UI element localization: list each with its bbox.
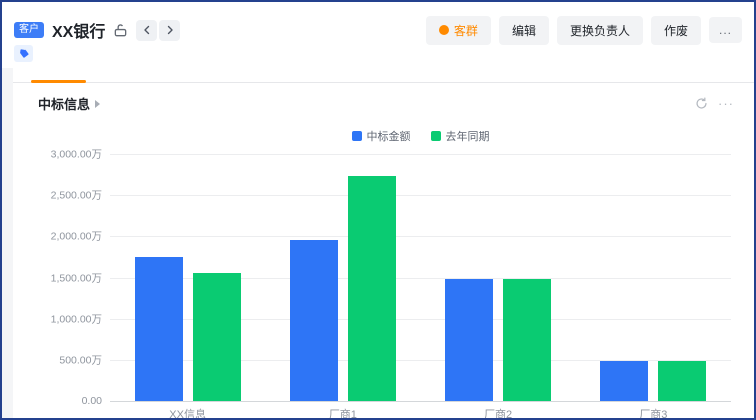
left-gutter — [2, 68, 13, 418]
more-actions-button[interactable]: ... — [708, 17, 742, 43]
history-nav — [136, 19, 181, 41]
y-tick-label: 0.00 — [81, 395, 102, 407]
forward-button[interactable] — [159, 19, 181, 41]
bar-group-厂商2 — [421, 154, 576, 401]
bar-group-XX信息 — [110, 154, 265, 401]
x-tick-label-XX信息: XX信息 — [169, 409, 206, 420]
gridline-3000 — [110, 154, 731, 155]
change-owner-button[interactable]: 更换负责人 — [556, 15, 643, 45]
gridline-0 — [110, 401, 731, 402]
active-tab-indicator[interactable] — [31, 80, 86, 83]
bar-group-厂商1 — [265, 154, 420, 401]
void-button[interactable]: 作废 — [650, 15, 701, 45]
chart-legend: 中标金额 去年同期 — [110, 128, 731, 144]
section-header[interactable]: 中标信息 — [38, 94, 101, 113]
group-status-dot — [438, 25, 449, 35]
section-tools: ··· — [695, 97, 734, 110]
gridline-1000 — [110, 318, 731, 320]
bar-中标金额-厂商1[interactable] — [289, 240, 338, 401]
customer-group-button[interactable]: 客群 — [425, 15, 491, 45]
refresh-icon[interactable] — [695, 97, 708, 110]
y-tick-label: 1,000.00万 — [50, 313, 102, 326]
bar-去年同期-厂商1[interactable] — [347, 176, 396, 401]
bar-中标金额-厂商2[interactable] — [445, 279, 494, 401]
y-axis-labels: 3,000.00万 2,500.00万 2,000.00万 1,500.00万 1,00… — [2, 149, 102, 408]
plot-area: XX信息 厂商1 厂商2 厂商3 — [110, 154, 731, 418]
back-button[interactable] — [136, 19, 158, 41]
legend-swatch — [351, 131, 362, 141]
edit-button[interactable]: 编辑 — [498, 15, 549, 45]
entity-type-badge: 客户 — [14, 22, 44, 38]
gridline-1500 — [110, 277, 731, 279]
collapse-caret-icon — [95, 99, 101, 108]
section-more-icon[interactable]: ··· — [718, 96, 734, 111]
y-tick-label: 2,500.00万 — [50, 189, 102, 202]
bar-中标金额-厂商3[interactable] — [600, 361, 649, 401]
x-tick-label-厂商1: 厂商1 — [328, 409, 357, 420]
y-tick-label: 500.00万 — [59, 354, 102, 367]
gridline-2500 — [110, 195, 731, 197]
y-tick-label: 3,000.00万 — [50, 148, 102, 161]
section-title: 中标信息 — [38, 97, 91, 112]
gridline-500 — [110, 359, 731, 361]
gridline-2000 — [110, 236, 731, 238]
y-tick-label: 2,000.00万 — [50, 230, 102, 243]
top-bar: 客户 XX银行 — [14, 15, 742, 45]
bar-去年同期-XX信息[interactable] — [192, 273, 241, 401]
x-tick-label-厂商2: 厂商2 — [484, 409, 513, 420]
bar-去年同期-厂商2[interactable] — [503, 279, 552, 401]
tag-row — [14, 45, 33, 62]
tag-icon[interactable] — [14, 45, 33, 62]
bar-去年同期-厂商3[interactable] — [658, 361, 707, 401]
legend-swatch — [430, 131, 441, 141]
bar-group-厂商3 — [576, 154, 731, 401]
x-tick-label-厂商3: 厂商3 — [639, 409, 668, 420]
bar-中标金额-XX信息[interactable] — [134, 256, 183, 401]
legend-item-中标金额[interactable]: 中标金额 — [351, 128, 411, 144]
page-title: XX银行 — [52, 24, 106, 41]
legend-label: 去年同期 — [445, 131, 490, 143]
tab-divider — [13, 82, 754, 83]
legend-item-去年同期[interactable]: 去年同期 — [430, 128, 490, 144]
customer-group-label: 客群 — [453, 23, 478, 38]
y-tick-label: 1,500.00万 — [50, 272, 102, 284]
legend-label: 中标金额 — [366, 131, 411, 143]
unlock-icon[interactable] — [113, 23, 128, 38]
